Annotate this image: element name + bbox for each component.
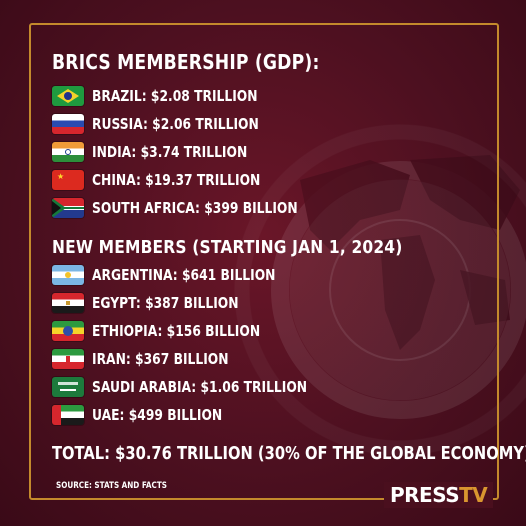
russia-flag-icon: [52, 114, 84, 134]
south-africa-flag-icon: [52, 198, 84, 218]
ethiopia-flag-icon: [52, 321, 84, 341]
logo-press-text: PRESS: [390, 483, 460, 507]
list-item: SOUTH AFRICA: $399 BILLION: [52, 198, 343, 218]
list-item: RUSSIA: $2.06 TRILLION: [52, 114, 295, 134]
list-item: ETHIOPIA: $156 BILLION: [52, 321, 297, 341]
list-item: INDIA: $3.74 TRILLION: [52, 142, 281, 162]
saudi-arabia-flag-icon: [52, 377, 84, 397]
list-item: UAE: $499 BILLION: [52, 405, 251, 425]
egypt-flag-icon: [52, 293, 84, 313]
member-label: IRAN: $367 BILLION: [92, 350, 229, 368]
source-label: SOURCE: STATS AND FACTS: [56, 481, 167, 491]
uae-flag-icon: [52, 405, 84, 425]
member-label: INDIA: $3.74 TRILLION: [92, 143, 248, 161]
brazil-flag-icon: [52, 86, 84, 106]
member-label: SOUTH AFRICA: $399 BILLION: [92, 199, 298, 217]
logo-tv-text: TV: [459, 483, 488, 507]
member-label: ARGENTINA: $641 BILLION: [92, 266, 276, 284]
member-label: SAUDI ARABIA: $1.06 TRILLION: [92, 378, 308, 396]
list-item: ★ CHINA: $19.37 TRILLION: [52, 170, 297, 190]
world-map-graphic: [271, 155, 526, 419]
iran-flag-icon: [52, 349, 84, 369]
india-flag-icon: [52, 142, 84, 162]
list-item: BRAZIL: $2.08 TRILLION: [52, 86, 294, 106]
argentina-flag-icon: [52, 265, 84, 285]
total-label: TOTAL: $30.76 TRILLION (30% OF THE GLOBA…: [52, 444, 526, 464]
member-label: UAE: $499 BILLION: [92, 406, 223, 424]
member-label: CHINA: $19.37 TRILLION: [92, 171, 261, 189]
list-item: IRAN: $367 BILLION: [52, 349, 259, 369]
member-label: BRAZIL: $2.08 TRILLION: [92, 87, 258, 105]
member-label: RUSSIA: $2.06 TRILLION: [92, 115, 259, 133]
list-item: SAUDI ARABIA: $1.06 TRILLION: [52, 377, 354, 397]
member-label: ETHIOPIA: $156 BILLION: [92, 322, 261, 340]
page-title: BRICS MEMBERSHIP (GDP):: [52, 50, 320, 74]
new-members-title: NEW MEMBERS (STARTING JAN 1, 2024): [52, 237, 403, 258]
list-item: ARGENTINA: $641 BILLION: [52, 265, 316, 285]
member-label: EGYPT: $387 BILLION: [92, 294, 239, 312]
list-item: EGYPT: $387 BILLION: [52, 293, 271, 313]
gold-frame: [29, 23, 499, 500]
press-tv-logo: PRESS TV: [384, 482, 494, 508]
china-flag-icon: ★: [52, 170, 84, 190]
